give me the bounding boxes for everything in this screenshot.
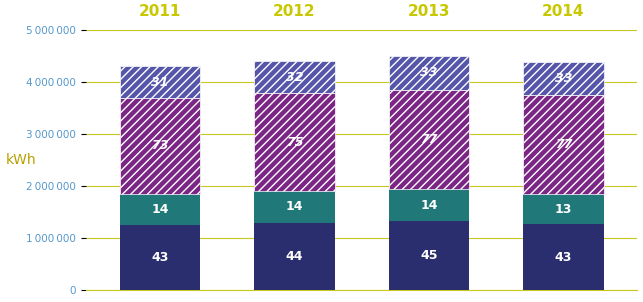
Text: 33: 33 [555, 72, 572, 85]
Text: 43: 43 [555, 251, 572, 264]
Bar [120, 226, 201, 291]
Text: 77: 77 [555, 138, 572, 151]
Text: 44: 44 [285, 250, 303, 263]
Bar [254, 223, 335, 291]
Text: 14: 14 [285, 201, 303, 214]
Text: 31: 31 [151, 76, 168, 88]
Bar [523, 62, 604, 95]
Text: 2014: 2014 [542, 5, 584, 19]
Text: 32: 32 [285, 71, 303, 84]
Text: 13: 13 [555, 203, 572, 216]
Bar [523, 224, 604, 291]
Text: 43: 43 [151, 252, 168, 265]
Bar [523, 194, 604, 224]
Bar [388, 56, 469, 90]
Text: 14: 14 [421, 199, 438, 212]
Bar [388, 221, 469, 291]
Text: 33: 33 [421, 66, 438, 79]
Bar [120, 98, 201, 194]
Bar [120, 66, 201, 98]
Bar [254, 61, 335, 93]
Bar [388, 90, 469, 189]
Text: 2012: 2012 [273, 5, 316, 19]
Bar [523, 95, 604, 194]
Bar [254, 93, 335, 191]
Text: 45: 45 [421, 249, 438, 262]
Text: 2011: 2011 [139, 5, 181, 19]
Text: 75: 75 [285, 136, 303, 149]
Bar [120, 194, 201, 226]
Bar [388, 189, 469, 221]
Bar [254, 191, 335, 223]
Text: 77: 77 [421, 133, 438, 146]
Y-axis label: kWh: kWh [6, 153, 36, 167]
Text: 73: 73 [151, 140, 168, 153]
Text: 14: 14 [151, 203, 168, 216]
Text: 2013: 2013 [408, 5, 450, 19]
